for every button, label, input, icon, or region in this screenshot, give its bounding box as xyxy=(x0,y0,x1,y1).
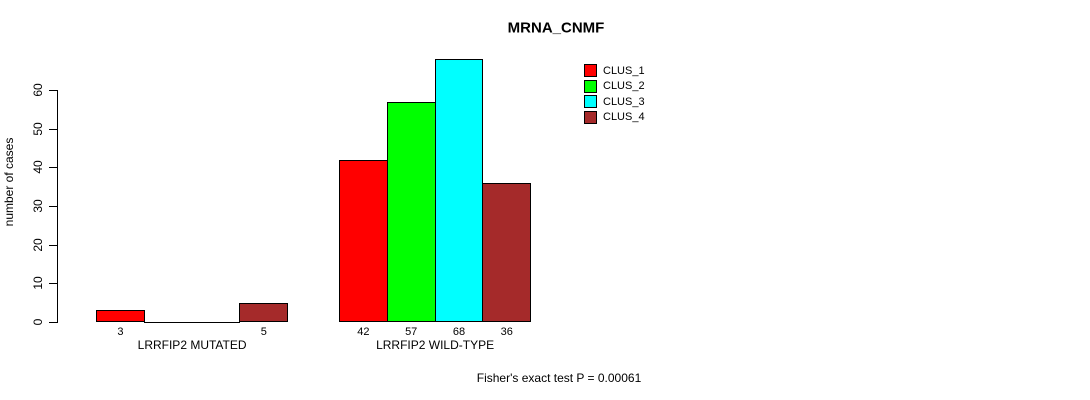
y-axis-tick-label: 0 xyxy=(31,318,45,326)
bar-value-label: 57 xyxy=(405,326,418,338)
x-category-label: LRRFIP2 MUTATED xyxy=(137,338,247,352)
y-axis-tick xyxy=(49,167,57,169)
y-axis-line xyxy=(57,90,58,323)
legend-label-clus_1: CLUS_1 xyxy=(603,64,645,77)
y-axis-tick xyxy=(49,90,57,92)
legend-label-clus_4: CLUS_4 xyxy=(603,111,645,123)
legend-swatch-clus_4 xyxy=(584,110,597,124)
bar-clus_1 xyxy=(96,310,145,322)
y-axis-tick xyxy=(49,244,57,246)
bar-zero-clus_2 xyxy=(143,322,193,323)
y-axis-tick xyxy=(49,322,57,323)
bar-clus_4 xyxy=(239,302,289,322)
legend-swatch-clus_1 xyxy=(584,64,597,77)
y-axis-tick-label: 20 xyxy=(31,238,45,252)
bar-zero-clus_3 xyxy=(191,322,241,323)
y-axis-tick-label: 40 xyxy=(31,160,45,175)
y-axis-tick xyxy=(49,283,57,285)
bar-value-label: 68 xyxy=(452,326,466,338)
y-axis-tick-label: 60 xyxy=(31,83,45,97)
bar-clus_3 xyxy=(434,59,484,322)
legend-swatch-clus_3 xyxy=(584,95,597,108)
bar-value-label: 42 xyxy=(357,326,370,338)
fisher-test-annotation: Fisher's exact test P = 0.00061 xyxy=(476,371,642,385)
y-axis-tick-label: 50 xyxy=(31,122,45,136)
bar-clus_1 xyxy=(339,159,388,322)
y-axis-tick-label: 10 xyxy=(31,276,45,291)
bar-clus_2 xyxy=(386,101,436,322)
bar-value-label: 3 xyxy=(117,326,124,338)
bar-value-label: 5 xyxy=(260,326,267,338)
legend-label-clus_3: CLUS_3 xyxy=(603,95,645,108)
y-axis-label: number of cases xyxy=(2,137,16,227)
legend-label-clus_2: CLUS_2 xyxy=(603,80,645,92)
y-axis-tick xyxy=(49,128,57,130)
y-axis-tick xyxy=(49,206,57,208)
x-category-label: LRRFIP2 WILD-TYPE xyxy=(376,338,495,352)
y-axis-tick-label: 30 xyxy=(31,199,45,213)
chart-title: MRNA_CNMF xyxy=(507,19,605,37)
bar-clus_4 xyxy=(482,182,532,322)
bar-value-label: 36 xyxy=(500,326,513,338)
legend-swatch-clus_2 xyxy=(584,79,597,93)
